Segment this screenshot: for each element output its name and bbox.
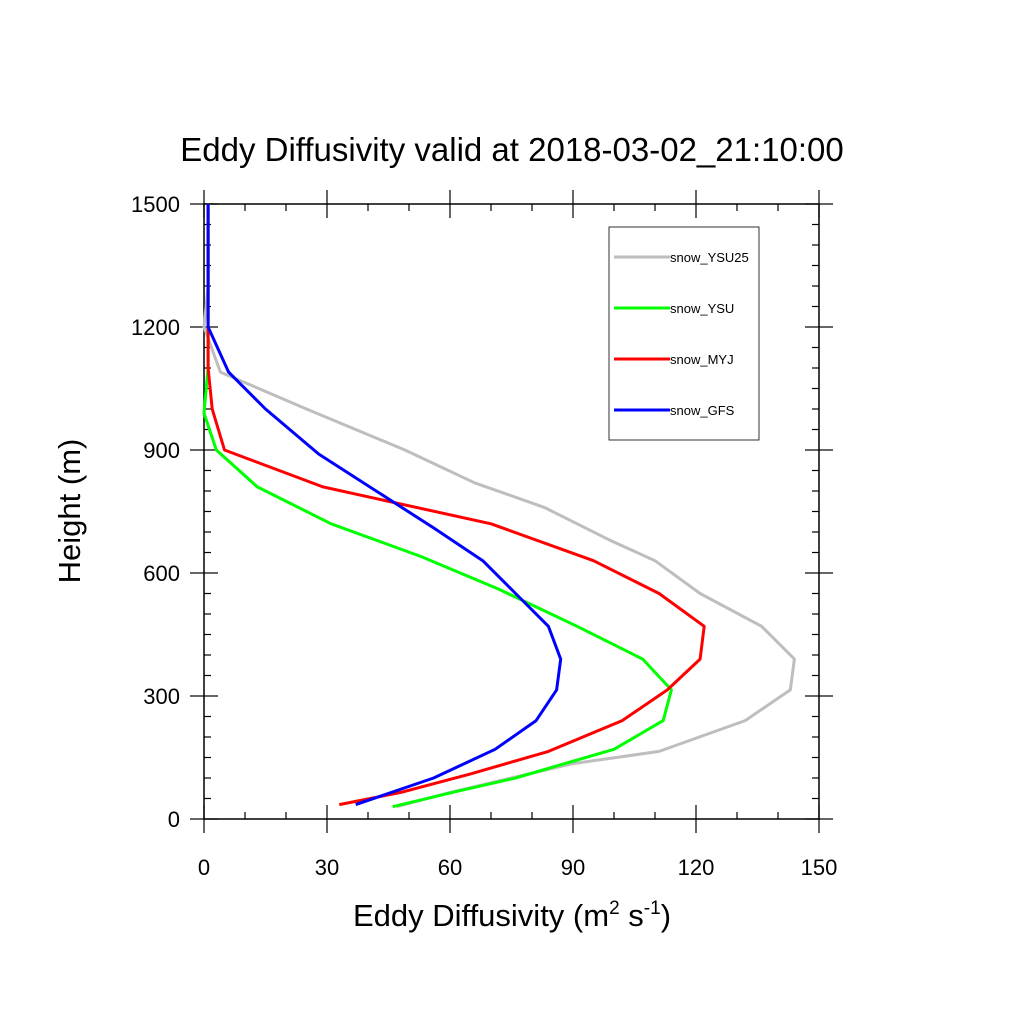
legend-label: snow_GFS <box>670 403 735 418</box>
x-tick-label: 60 <box>438 855 462 880</box>
x-tick-label: 120 <box>678 855 715 880</box>
data-series <box>202 204 796 809</box>
legend-items: snow_YSU25 snow_YSU snow_MYJ snow_GFS <box>614 250 749 418</box>
legend-label: snow_MYJ <box>670 352 734 367</box>
x-tick-label: 90 <box>561 855 585 880</box>
series-line-snow_MYJ <box>206 204 706 807</box>
x-axis-title-main: Eddy Diffusivity (m <box>353 898 609 933</box>
y-tick-label: 1500 <box>131 192 180 217</box>
x-axis-title-close: ) <box>661 898 671 933</box>
x-tick-label: 30 <box>315 855 339 880</box>
x-axis-title-mid: s <box>620 898 644 933</box>
x-axis-title-sup1: 2 <box>609 898 620 919</box>
series-line-snow_YSU <box>202 204 673 809</box>
y-tick-label: 900 <box>143 438 180 463</box>
legend-box <box>608 226 760 441</box>
y-axis-title: Height (m) <box>52 439 87 584</box>
x-axis-title-sup2: -1 <box>644 898 661 919</box>
y-tick-label: 0 <box>168 807 180 832</box>
y-tick-label: 1200 <box>131 315 180 340</box>
y-tick-label: 300 <box>143 684 180 709</box>
legend: snow_YSU25 snow_YSU snow_MYJ snow_GFS <box>608 226 760 441</box>
x-axis-title: Eddy Diffusivity (m2 s-1) <box>353 898 671 933</box>
y-tick-label: 600 <box>143 561 180 586</box>
x-tick-label: 0 <box>198 855 210 880</box>
series-line-snow_GFS <box>206 204 563 807</box>
chart-title: Eddy Diffusivity valid at 2018-03-02_21:… <box>180 131 843 168</box>
x-tick-label: 150 <box>801 855 838 880</box>
legend-label: snow_YSU25 <box>670 250 749 265</box>
legend-label: snow_YSU <box>670 301 734 316</box>
axis-ticks <box>190 190 833 833</box>
